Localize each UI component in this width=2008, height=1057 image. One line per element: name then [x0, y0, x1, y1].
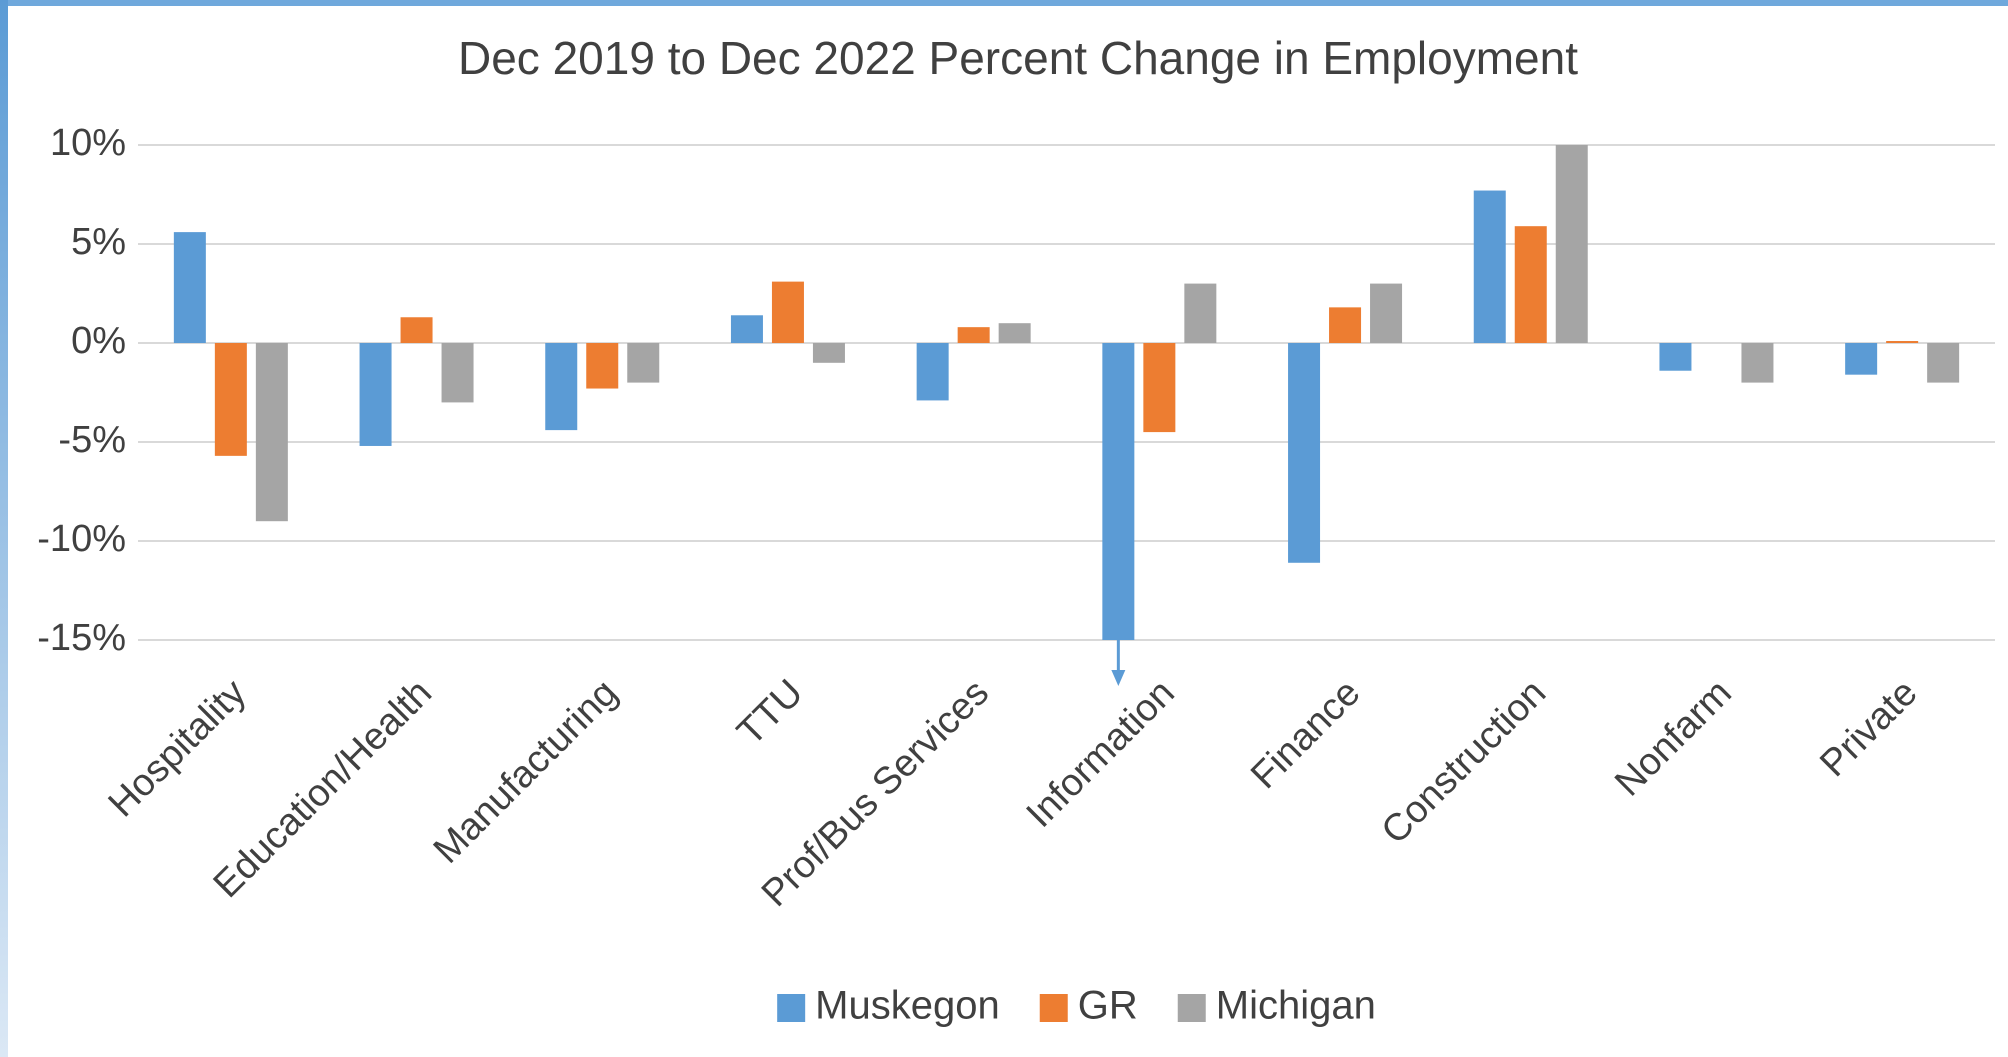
- x-tick-label: Manufacturing: [426, 672, 626, 872]
- legend-label: GR: [1078, 984, 1138, 1028]
- bar: [1555, 145, 1588, 343]
- bar: [1102, 343, 1135, 640]
- bar: [1514, 226, 1547, 343]
- x-tick-label: Hospitality: [101, 672, 255, 826]
- y-tick-label: 0%: [71, 320, 126, 362]
- bar: [400, 317, 433, 343]
- bar: [1659, 343, 1692, 371]
- bar: [1845, 343, 1878, 375]
- legend: Muskegon GR Michigan: [777, 984, 1376, 1028]
- frame-top: [0, 0, 2008, 6]
- legend-label: Muskegon: [815, 984, 1000, 1028]
- y-tick-label: 10%: [50, 122, 126, 164]
- bar: [1927, 343, 1960, 383]
- bar: [1741, 343, 1774, 383]
- bar: [214, 343, 247, 456]
- legend-label: Michigan: [1216, 984, 1376, 1028]
- x-tick-label: Finance: [1243, 672, 1368, 797]
- bar: [441, 343, 474, 403]
- x-tick-label: Construction: [1374, 672, 1555, 853]
- y-tick-label: 5%: [71, 221, 126, 263]
- bar: [998, 323, 1031, 343]
- bar: [812, 343, 845, 363]
- bar: [1184, 283, 1217, 343]
- bar: [1370, 283, 1403, 343]
- legend-swatch: [777, 994, 806, 1022]
- x-tick-label: Private: [1812, 672, 1925, 785]
- y-tick-label: -10%: [37, 518, 126, 560]
- bar: [1473, 190, 1506, 343]
- y-tick-label: -5%: [58, 419, 126, 461]
- bar: [730, 315, 763, 343]
- legend-swatch: [1177, 994, 1206, 1022]
- chart-title: Dec 2019 to Dec 2022 Percent Change in E…: [458, 32, 1578, 84]
- legend-swatch: [1039, 994, 1068, 1022]
- bar: [1886, 341, 1919, 343]
- bar: [916, 343, 949, 401]
- bar: [586, 343, 619, 389]
- x-tick-label: Nonfarm: [1607, 672, 1740, 805]
- bar: [957, 327, 990, 343]
- overflow-arrow-head: [1111, 670, 1126, 686]
- x-tick-label: TTU: [729, 672, 811, 754]
- y-tick-label: -15%: [37, 617, 126, 659]
- bar: [1288, 343, 1321, 563]
- bar: [255, 343, 288, 522]
- bar: [627, 343, 660, 383]
- bar: [1329, 307, 1362, 343]
- bar: [545, 343, 578, 431]
- bar: [1143, 343, 1176, 433]
- bar: [359, 343, 392, 446]
- x-tick-label: Information: [1019, 672, 1183, 836]
- bar: [173, 232, 206, 343]
- frame-side: [0, 0, 8, 1057]
- bar: [771, 281, 804, 343]
